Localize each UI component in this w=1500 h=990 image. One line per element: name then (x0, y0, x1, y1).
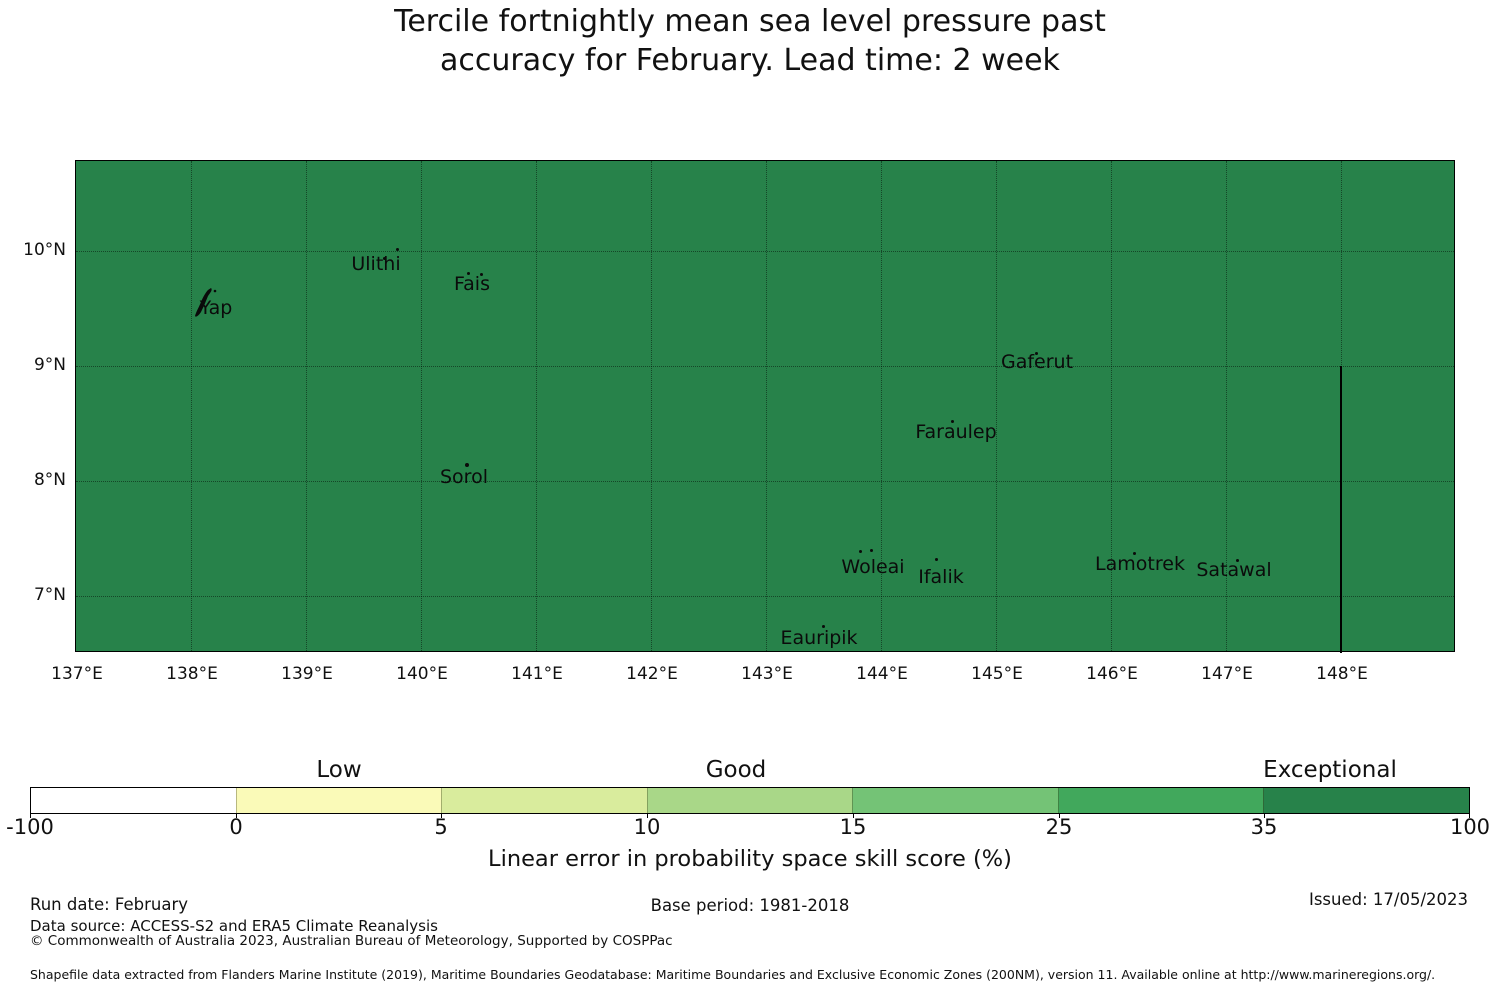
colorbar-tick-35: 35 (1250, 815, 1278, 839)
colorbar-tickmark (1469, 814, 1470, 818)
colorbar-segment-6 (1057, 788, 1264, 813)
place-label-eauripik: Eauripik (780, 627, 858, 649)
gridline-horizontal-8n (76, 481, 1454, 482)
run-date-text: Run date: February (30, 895, 189, 914)
island-dot-sorol (465, 463, 469, 467)
place-label-fais: Fais (453, 273, 490, 295)
place-label-satawal: Satawal (1196, 559, 1272, 581)
island-dot-fais (467, 272, 470, 275)
y-tick-label-7n: 7°N (33, 585, 66, 605)
colorbar-segment-3 (441, 788, 647, 813)
gridline-vertical-142e (651, 161, 652, 651)
colorbar-tickmark (853, 814, 854, 818)
eez-boundary-line (1340, 366, 1342, 653)
x-tick-label-137e: 137°E (51, 664, 103, 684)
island-dot-gaferut (1035, 352, 1038, 355)
gridline-vertical-144e (881, 161, 882, 651)
base-period-text: Base period: 1981-2018 (650, 896, 850, 915)
x-tick-label-138e: 138°E (166, 664, 218, 684)
x-tick-label-140e: 140°E (396, 664, 448, 684)
colorbar-category-low: Low (316, 757, 362, 783)
colorbar (30, 787, 1470, 814)
colorbar-tickmark (1059, 814, 1060, 818)
x-tick-label-145e: 145°E (971, 664, 1023, 684)
data-source-text: Data source: ACCESS-S2 and ERA5 Climate … (30, 917, 438, 935)
x-tick-label-143e: 143°E (741, 664, 793, 684)
y-tick-label-8n: 8°N (33, 470, 66, 490)
colorbar-tickmark (647, 814, 648, 818)
x-tick-label-147e: 147°E (1201, 664, 1253, 684)
colorbar-tickmark (236, 814, 237, 818)
copyright-text: © Commonwealth of Australia 2023, Austra… (30, 933, 673, 949)
gridline-vertical-140e (421, 161, 422, 651)
gridline-horizontal-9n (76, 366, 1454, 367)
island-dot-faraulep (951, 420, 954, 423)
gridline-vertical-139e (306, 161, 307, 651)
colorbar-tick-15: 15 (839, 815, 867, 839)
gridline-vertical-146e (1111, 161, 1112, 651)
issued-text: Issued: 17/05/2023 (1308, 890, 1468, 909)
colorbar-tick-0: 0 (229, 815, 243, 839)
colorbar-segment-2 (235, 788, 442, 813)
place-label-ifalik: Ifalik (918, 566, 964, 588)
gridline-vertical-138e (191, 161, 192, 651)
colorbar-tick-25: 25 (1045, 815, 1073, 839)
x-tick-label-141e: 141°E (511, 664, 563, 684)
island-dot-satawal (1236, 559, 1239, 562)
y-tick-label-10n: 10°N (23, 240, 66, 260)
island-dot-woleai (859, 550, 862, 553)
colorbar-tick-neg100: -100 (6, 815, 54, 839)
colorbar-segment-7 (1263, 788, 1470, 813)
colorbar-tick-10: 10 (633, 815, 661, 839)
island-dot-fais-2 (480, 273, 483, 276)
x-tick-label-139e: 139°E (281, 664, 333, 684)
island-dot-woleai-2 (870, 549, 873, 552)
shapefile-note-text: Shapefile data extracted from Flanders M… (30, 967, 1436, 982)
colorbar-category-exceptional: Exceptional (1263, 757, 1397, 783)
colorbar-segment-1 (31, 788, 236, 813)
gridline-vertical-141e (536, 161, 537, 651)
gridline-horizontal-10n (76, 251, 1454, 252)
island-dot-ulithi-2 (383, 257, 386, 260)
colorbar-tick-100: 100 (1449, 815, 1491, 839)
gridline-vertical-143e (766, 161, 767, 651)
colorbar-tickmark (441, 814, 442, 818)
place-label-faraulep: Faraulep (915, 421, 997, 443)
colorbar-segment-4 (646, 788, 853, 813)
figure-title-line1: Tercile fortnightly mean sea level press… (394, 4, 1106, 39)
island-dot-ulithi (396, 248, 399, 251)
place-label-woleai: Woleai (841, 556, 905, 578)
place-label-ulithi: Ulithi (351, 253, 401, 275)
gridline-vertical-145e (996, 161, 997, 651)
colorbar-tickmark (30, 814, 31, 818)
x-tick-label-148e: 148°E (1316, 664, 1368, 684)
x-tick-label-142e: 142°E (626, 664, 678, 684)
figure-title-line2: accuracy for February. Lead time: 2 week (440, 43, 1060, 78)
gridline-horizontal-7n (76, 596, 1454, 597)
gridline-vertical-147e (1226, 161, 1227, 651)
place-label-gaferut: Gaferut (1000, 351, 1074, 373)
island-dot-eauripik (822, 625, 825, 628)
yap-island-shape (195, 288, 217, 317)
x-tick-label-146e: 146°E (1086, 664, 1138, 684)
place-label-lamotrek: Lamotrek (1095, 553, 1185, 575)
colorbar-axis-label: Linear error in probability space skill … (488, 846, 1012, 872)
colorbar-tickmark (1264, 814, 1265, 818)
place-label-sorol: Sorol (440, 466, 488, 488)
place-label-yap: Yap (199, 297, 233, 319)
colorbar-category-good: Good (705, 757, 767, 783)
map-plot: Yap Ulithi Fais Sorol Gaferut Faraulep W… (75, 160, 1455, 653)
x-tick-label-144e: 144°E (856, 664, 908, 684)
island-dot-lamotrek (1133, 552, 1136, 555)
island-dot-ifalik (935, 558, 938, 561)
colorbar-tick-5: 5 (434, 815, 448, 839)
colorbar-segment-5 (852, 788, 1058, 813)
y-tick-label-9n: 9°N (33, 355, 66, 375)
